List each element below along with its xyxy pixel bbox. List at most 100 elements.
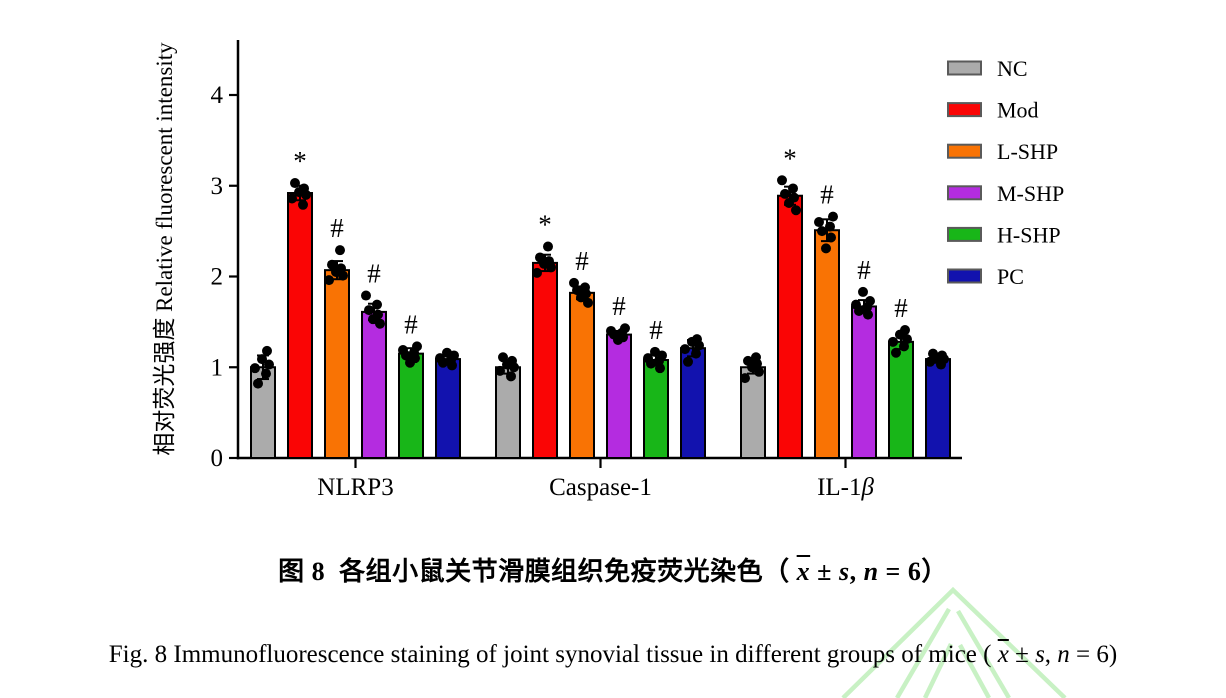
significance-label: * xyxy=(538,210,552,240)
data-point xyxy=(495,365,505,376)
x-category-label: Caspase-1 xyxy=(549,474,652,501)
data-point xyxy=(412,341,422,352)
data-point xyxy=(743,355,753,366)
caption-part: s xyxy=(1035,641,1045,668)
y-axis-title: 相对荧光强度 Relative fluorescent intensity xyxy=(152,42,177,456)
legend-label-L-SHP: L-SHP xyxy=(997,139,1058,164)
significance-label: # xyxy=(404,309,418,339)
data-point xyxy=(435,353,445,364)
data-point xyxy=(650,346,660,357)
data-point xyxy=(290,178,300,189)
bar-PC-2 xyxy=(925,358,951,459)
data-point xyxy=(858,286,868,297)
data-point xyxy=(398,345,408,356)
bar-L-SHP-1 xyxy=(569,291,595,459)
significance-label: # xyxy=(612,291,626,321)
data-point xyxy=(287,193,297,204)
data-point xyxy=(580,282,590,293)
data-point xyxy=(257,354,267,365)
data-point xyxy=(888,336,898,347)
x-category-label: IL-1β xyxy=(817,474,874,501)
data-point xyxy=(324,275,334,286)
caption-part: = 6) xyxy=(1069,641,1118,668)
data-point xyxy=(928,348,938,359)
data-point xyxy=(828,211,838,222)
significance-label: * xyxy=(783,143,797,173)
data-point xyxy=(751,352,761,363)
significance-label: * xyxy=(293,146,307,176)
watermark-line xyxy=(895,607,951,698)
caption-part: ± xyxy=(1008,641,1036,668)
data-point xyxy=(851,299,861,310)
data-point xyxy=(606,325,616,336)
data-point xyxy=(825,221,835,232)
data-point xyxy=(373,309,383,320)
data-point xyxy=(298,199,308,210)
legend-swatch-Mod xyxy=(947,102,982,118)
y-tick-label: 1 xyxy=(211,354,224,381)
legend-label-PC: PC xyxy=(997,264,1024,289)
bar-chart: 0 1 2 3 4 相对荧光强度 Relative fluorescent intensi… xyxy=(152,40,1064,501)
data-point xyxy=(817,226,827,237)
bar-PC-1 xyxy=(680,347,706,460)
data-point xyxy=(442,347,452,358)
data-point xyxy=(788,183,798,194)
data-point xyxy=(250,363,260,374)
data-point xyxy=(543,241,553,252)
legend-swatch-H-SHP xyxy=(947,226,982,242)
data-point xyxy=(327,259,337,270)
data-point xyxy=(535,252,545,263)
x-category-label: NLRP3 xyxy=(317,474,393,501)
watermark-line xyxy=(922,643,954,698)
watermark-group xyxy=(841,586,1067,698)
data-point xyxy=(253,378,263,389)
data-point xyxy=(937,350,947,361)
bar-H-SHP-0 xyxy=(398,352,424,460)
bar-M-SHP-1 xyxy=(606,333,632,459)
bar-L-SHP-0 xyxy=(324,269,350,459)
bar-M-SHP-0 xyxy=(361,310,387,459)
data-point xyxy=(261,368,271,379)
data-point xyxy=(791,205,801,216)
caption-part: ± xyxy=(810,557,839,586)
bar-H-SHP-2 xyxy=(888,340,914,459)
data-point xyxy=(336,263,346,274)
data-point xyxy=(507,355,517,366)
y-tick-label: 0 xyxy=(211,445,224,472)
data-point xyxy=(498,352,508,363)
data-point xyxy=(683,356,693,367)
bar-Mod-2 xyxy=(777,194,803,459)
y-tick-label: 3 xyxy=(211,173,224,200)
data-point xyxy=(891,347,901,358)
data-point xyxy=(569,277,579,288)
watermark-chevron xyxy=(841,586,1067,698)
bar-H-SHP-1 xyxy=(643,358,669,459)
caption-part: , xyxy=(1044,641,1058,668)
data-point xyxy=(583,297,593,308)
significance-label: # xyxy=(575,246,589,276)
data-point xyxy=(740,373,750,384)
data-point xyxy=(821,243,831,254)
caption-part: = 6） xyxy=(878,557,948,586)
caption-part: x xyxy=(997,641,1009,668)
watermark-line xyxy=(958,643,991,698)
data-point xyxy=(620,323,630,334)
legend-label-H-SHP: H-SHP xyxy=(997,222,1061,247)
caption-part: x xyxy=(796,557,811,586)
data-point xyxy=(532,267,542,278)
significance-label: # xyxy=(894,293,908,323)
bar-NC-1 xyxy=(495,366,521,459)
data-point xyxy=(865,296,875,307)
significance-label: # xyxy=(330,213,344,243)
data-point xyxy=(814,217,824,228)
legend-swatch-NC xyxy=(947,60,982,76)
data-point xyxy=(691,348,701,359)
data-point xyxy=(680,344,690,355)
data-point xyxy=(361,290,371,301)
significance-label: # xyxy=(367,259,381,289)
data-point xyxy=(264,359,274,370)
data-point xyxy=(900,325,910,336)
watermark-line xyxy=(956,609,1011,698)
